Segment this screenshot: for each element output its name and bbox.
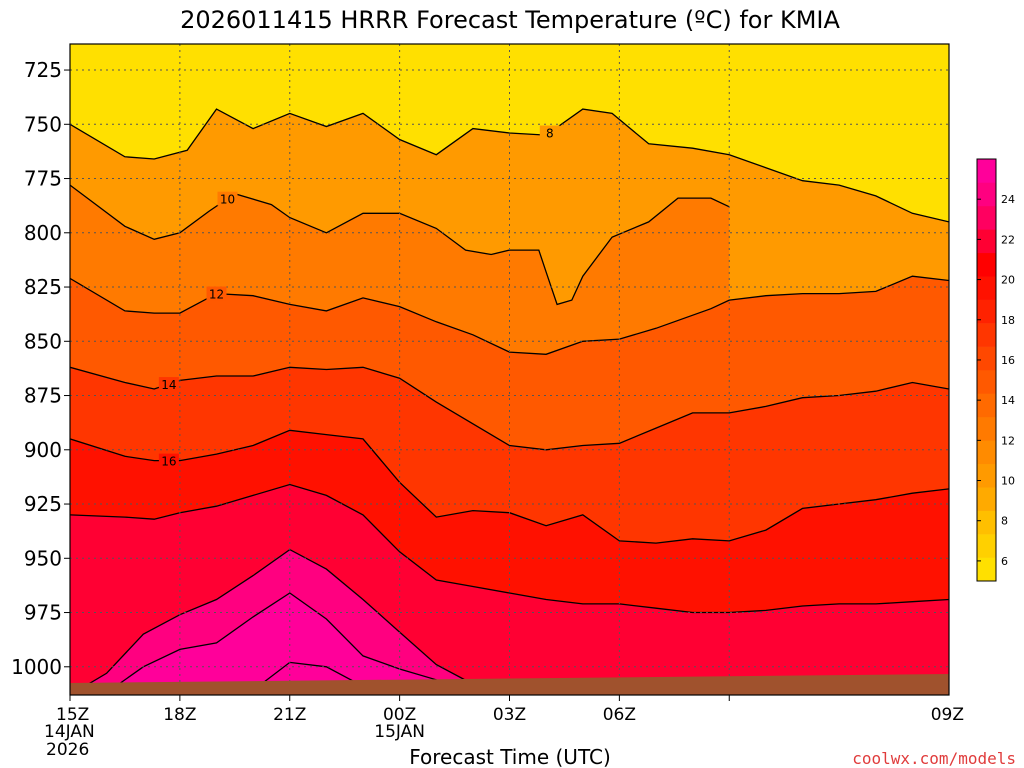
- contour-line-14: [70, 366, 949, 451]
- colorbar-swatch: [977, 534, 996, 558]
- y-tick-label-750: 750: [24, 112, 62, 136]
- x-tick-label-15Z: 15Z: [56, 705, 89, 725]
- colorbar-swatch: [977, 510, 996, 535]
- colorbar-swatch: [977, 463, 996, 488]
- x-tick-date-00Z: 15JAN: [374, 722, 425, 742]
- x-tick-date-15Z: 14JAN: [44, 722, 95, 742]
- contour-labels: 8 10 12 14 16: [158, 125, 560, 469]
- x-tick-label-06Z: 06Z: [603, 705, 636, 725]
- y-tick-label-975: 975: [24, 601, 62, 625]
- colorbar-label-16: 16: [1001, 354, 1015, 367]
- x-tick-label-21Z: 21Z: [273, 705, 306, 725]
- y-tick-label-850: 850: [24, 329, 62, 353]
- colorbar-swatch: [977, 370, 996, 394]
- y-tick-label-775: 775: [24, 167, 62, 191]
- y-tick-label-825: 825: [24, 275, 62, 299]
- colorbar-label-22: 22: [1001, 233, 1015, 246]
- colorbar-swatch: [977, 299, 996, 324]
- contour-line-18: [70, 483, 949, 614]
- contour-label-bg-16: [158, 453, 179, 468]
- colorbar-swatch: [977, 205, 996, 230]
- colorbar-swatch: [977, 229, 996, 254]
- colorbar-frame: [976, 158, 997, 582]
- contour-label-16: 16: [161, 455, 176, 469]
- colorbar-swatch: [977, 346, 996, 371]
- contour-fill-22: [70, 593, 466, 695]
- y-tick-label-925: 925: [24, 492, 62, 516]
- x-tick-year-15Z: 2026: [46, 740, 89, 760]
- contour-label-8: 8: [546, 127, 554, 141]
- x-tick-label-09Z: 09Z: [931, 705, 964, 725]
- colorbar-swatch: [977, 440, 996, 465]
- colorbar-swatch: [977, 276, 996, 300]
- y-tick-label-725: 725: [24, 58, 62, 82]
- colorbar-label-12: 12: [1001, 434, 1015, 447]
- x-tick-label-18Z: 18Z: [163, 705, 196, 725]
- colorbar: 6 8 10 12 14 16 18 20 22 24: [976, 158, 1015, 582]
- y-tick-label-875: 875: [24, 384, 62, 408]
- y-tick-label-1000: 1000: [11, 655, 62, 679]
- contour-fills: [70, 109, 949, 695]
- colorbar-label-24: 24: [1001, 193, 1015, 206]
- y-tick-label-800: 800: [24, 221, 62, 245]
- colorbar-swatch: [977, 487, 996, 511]
- colorbar-label-8: 8: [1001, 515, 1008, 528]
- terrain-ground: [70, 674, 949, 695]
- x-tick-label-03Z: 03Z: [493, 705, 526, 725]
- contour-line-8: [70, 108, 949, 223]
- colorbar-swatch: [977, 323, 996, 347]
- contour-label-bg-8: [539, 125, 560, 140]
- source-credit: coolwx.com/models: [852, 749, 1016, 768]
- y-axis: 725 750 775 800 825 850 875 900 925 950 975 1000: [11, 58, 70, 679]
- contour-label-bg-10: [217, 191, 238, 206]
- contour-label-12: 12: [209, 288, 224, 302]
- colorbar-label-14: 14: [1001, 394, 1015, 407]
- colorbar-swatch: [977, 393, 996, 418]
- y-tick-label-900: 900: [24, 438, 62, 462]
- contour-line-10: [70, 184, 730, 306]
- colorbar-label-10: 10: [1001, 475, 1015, 488]
- x-tick-label-00Z: 00Z: [383, 705, 416, 725]
- contour-label-bg-12: [206, 286, 227, 301]
- chart-title: 2026011415 HRRR Forecast Temperature (ºC…: [180, 6, 840, 34]
- contour-label-10: 10: [220, 193, 235, 207]
- x-axis-label: Forecast Time (UTC): [409, 745, 611, 768]
- colorbar-label-20: 20: [1001, 274, 1015, 287]
- grid-lines: [70, 44, 949, 695]
- colorbar-swatch: [977, 182, 996, 207]
- colorbar-label-18: 18: [1001, 314, 1015, 327]
- contour-label-bg-14: [158, 377, 179, 392]
- colorbar-swatch: [977, 416, 996, 441]
- colorbar-swatch: [977, 159, 996, 183]
- contour-label-14: 14: [161, 378, 176, 392]
- colorbar-swatch: [977, 252, 996, 277]
- y-tick-label-950: 950: [24, 546, 62, 570]
- colorbar-label-6: 6: [1001, 555, 1008, 568]
- contour-line-22: [70, 592, 466, 695]
- colorbar-swatch: [977, 557, 996, 582]
